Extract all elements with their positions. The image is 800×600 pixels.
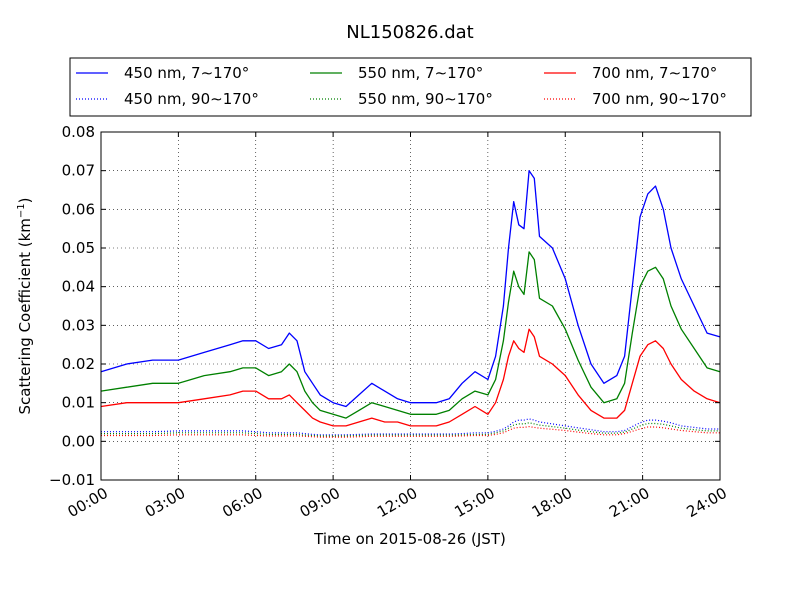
y-tick-label: 0.02 — [62, 355, 95, 373]
y-tick-label: 0.05 — [62, 239, 95, 257]
y-axis-label: Scattering Coefficient (km−1) — [16, 197, 34, 414]
y-tick-label: −0.01 — [49, 471, 95, 489]
y-tick-label: 0.01 — [62, 394, 95, 412]
y-tick-label: 0.08 — [62, 123, 95, 141]
series-line-0 — [100, 170, 721, 408]
series-layer — [100, 170, 721, 438]
legend-frame — [69, 57, 752, 117]
legend-entry-label: 700 nm, 7∼170° — [592, 64, 717, 82]
legend-entry-label: 450 nm, 7∼170° — [124, 64, 249, 82]
chart-legend: 450 nm, 7∼170° 550 nm, 7∼170° 700 nm, 7∼17… — [69, 57, 752, 117]
legend-entry-label: 700 nm, 90∼170° — [592, 90, 727, 108]
legend-entry-label: 450 nm, 90∼170° — [124, 90, 259, 108]
y-axis-label-main: Scattering Coefficient (km — [16, 218, 34, 414]
y-axis-label-superscript: −1 — [16, 203, 27, 218]
y-tick-label: 0.06 — [62, 200, 95, 218]
chart-title: NL150826.dat — [346, 22, 473, 43]
series-line-1 — [100, 251, 721, 419]
legend-entry-label: 550 nm, 90∼170° — [358, 90, 493, 108]
plot-area — [101, 132, 720, 480]
y-axis-label-close: ) — [16, 197, 34, 203]
series-line-2 — [100, 328, 721, 427]
y-tick-label: 0.04 — [62, 278, 95, 296]
legend-entry-label: 550 nm, 7∼170° — [358, 64, 483, 82]
y-tick-label: 0.07 — [62, 162, 95, 180]
x-axis-label: Time on 2015-08-26 (JST) — [313, 530, 506, 548]
y-tick-label: 0.03 — [62, 316, 95, 334]
y-tick-label: 0.00 — [62, 432, 95, 450]
series-line-5 — [101, 426, 720, 438]
